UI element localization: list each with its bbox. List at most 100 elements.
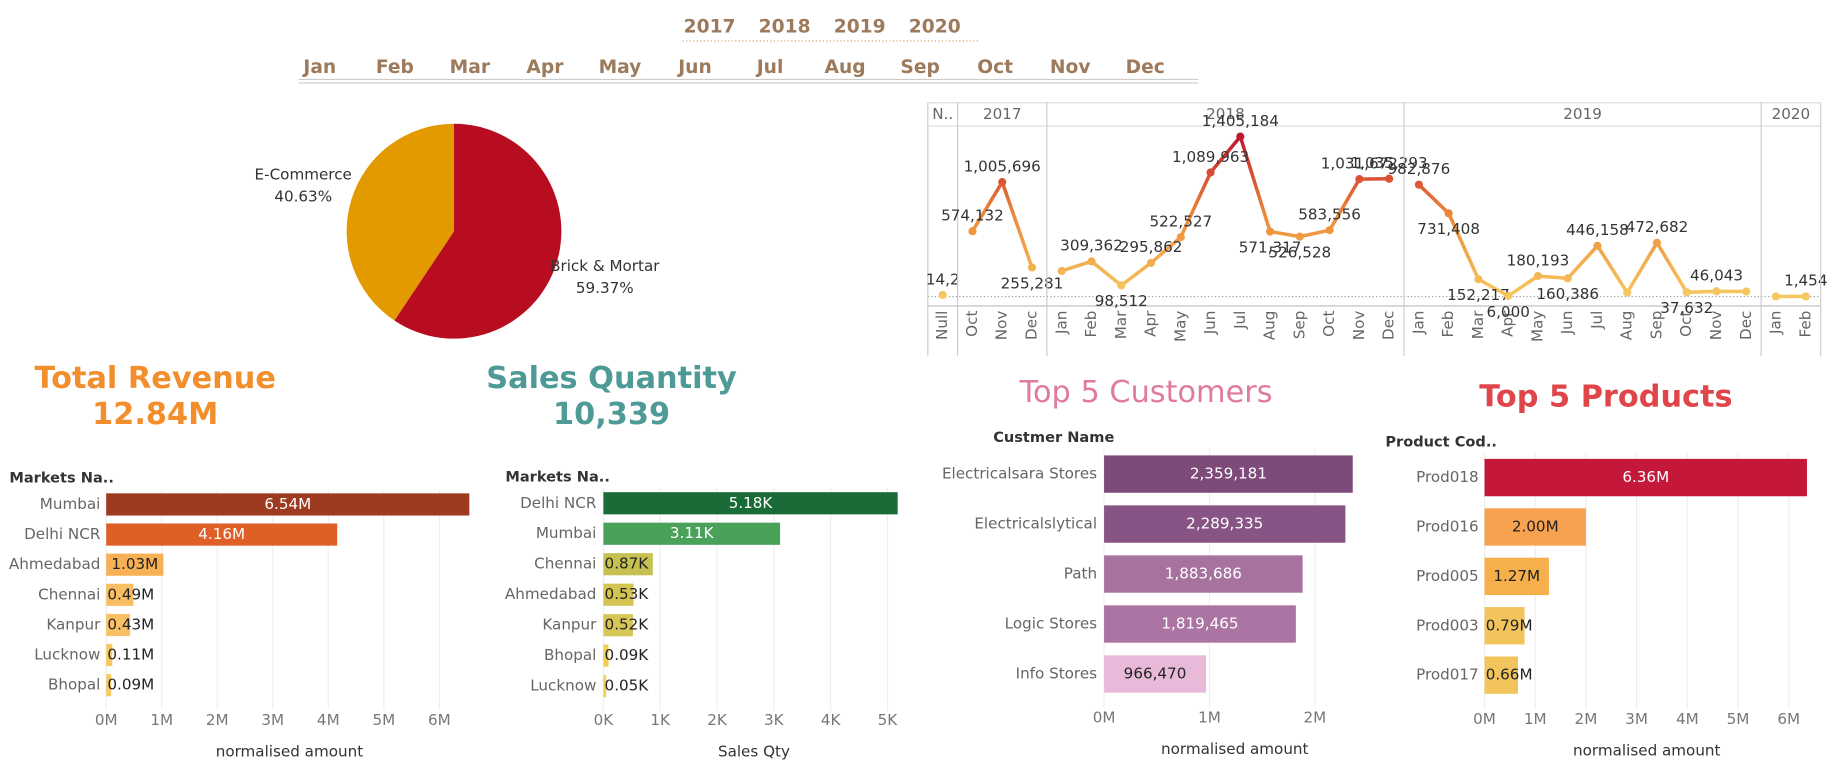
x-tick-label: 1M [1198, 709, 1221, 727]
x-tick-label: Dec [1380, 311, 1398, 340]
x-tick-label: Jun [1201, 311, 1219, 336]
bar [1104, 655, 1206, 693]
x-axis-title: Sales Qty [718, 742, 790, 760]
point [1266, 227, 1275, 236]
x-tick-label: 2M [206, 711, 229, 729]
data-label: 46,043 [1690, 267, 1743, 285]
x-tick-label: Feb [1082, 311, 1100, 338]
bar [106, 643, 113, 667]
data-label: 574,132 [941, 207, 1004, 225]
y-tick-label: Delhi NCR [520, 494, 597, 512]
x-tick-label: 1K [650, 711, 671, 729]
month-filter[interactable]: Dec [1126, 57, 1165, 78]
y-tick-label: Delhi NCR [24, 525, 101, 543]
data-label: 6.36M [1622, 468, 1669, 486]
pie-value-label: 40.63% [274, 188, 332, 206]
bar [106, 523, 338, 546]
x-tick-label: Null [933, 311, 951, 340]
x-tick-label: May [1528, 311, 1546, 342]
data-label: 0.05K [605, 677, 650, 695]
x-tick-label: 2K [707, 711, 728, 729]
month-filter[interactable]: Aug [825, 57, 866, 78]
x-tick-label: 0M [1093, 709, 1116, 727]
y-tick-label: Prod005 [1416, 567, 1479, 585]
x-tick-label: 5M [1727, 710, 1750, 728]
month-filter[interactable]: Oct [977, 57, 1013, 78]
month-filter[interactable]: Mar [450, 57, 491, 78]
x-tick-label: Jan [1409, 311, 1427, 335]
data-label: 446,158 [1566, 221, 1629, 239]
data-label: 37,632 [1660, 299, 1713, 317]
month-filter[interactable]: Sep [900, 57, 939, 78]
point [1533, 271, 1543, 281]
month-filter[interactable]: Feb [376, 57, 414, 78]
x-axis-title: normalised amount [1161, 740, 1308, 758]
x-axis-title: normalised amount [1573, 741, 1720, 759]
data-label: 731,408 [1417, 220, 1480, 238]
data-label: 2.00M [1512, 517, 1559, 535]
month-filter[interactable]: May [599, 57, 642, 78]
point [1801, 292, 1810, 301]
bar [1104, 505, 1346, 543]
year-filter[interactable]: 2018 [759, 16, 811, 37]
point [1652, 238, 1662, 247]
bar [106, 674, 112, 697]
data-label: 255,281 [1001, 274, 1064, 292]
y-tick-label: Electricalslytical [974, 515, 1097, 533]
x-tick-label: Feb [1796, 311, 1814, 338]
year-filter[interactable]: 2020 [909, 16, 961, 37]
point [1504, 291, 1513, 300]
month-filter[interactable]: Jan [301, 57, 336, 78]
data-label: 14,2 [926, 270, 960, 288]
bar [106, 553, 164, 576]
bar [603, 644, 609, 667]
month-filter[interactable]: Nov [1050, 57, 1091, 78]
line [970, 178, 1034, 269]
pie-slice [346, 123, 454, 321]
x-tick-label: 5K [878, 711, 899, 729]
data-label: 1,405,184 [1202, 112, 1279, 130]
kpi-value: 12.84M [92, 397, 218, 432]
x-tick-label: 1M [1524, 710, 1547, 728]
year-filter[interactable]: 2017 [684, 16, 736, 37]
data-label: 0.49M [107, 585, 154, 603]
x-tick-label: 6M [1777, 710, 1800, 728]
y-tick-label: Prod018 [1416, 468, 1479, 486]
year-filter[interactable]: 2019 [834, 16, 886, 37]
x-tick-label: Oct [1677, 311, 1695, 337]
data-label: 6,000 [1486, 303, 1529, 321]
bar [1484, 656, 1518, 694]
x-tick-label: 0M [95, 711, 118, 729]
y-tick-label: Kanpur [542, 616, 597, 634]
data-label: 1,883,686 [1165, 565, 1242, 583]
bar [106, 493, 470, 516]
x-tick-label: Nov [1707, 311, 1725, 341]
column-header: Product Cod.. [1385, 434, 1497, 451]
bar [603, 522, 781, 545]
data-label: 4.16M [198, 525, 245, 543]
x-tick-label: 2M [1575, 710, 1598, 728]
bar [1484, 557, 1549, 596]
y-tick-label: Lucknow [530, 677, 596, 695]
x-tick-label: 5M [372, 711, 395, 729]
y-tick-label: Chennai [38, 585, 100, 603]
x-tick-label: Apr [1142, 310, 1160, 337]
chart-title: Top 5 Products [1479, 380, 1732, 415]
point [998, 178, 1007, 187]
month-filter[interactable]: Apr [526, 57, 564, 78]
data-label: 6.54M [264, 495, 311, 513]
data-label: 0.52K [605, 616, 650, 634]
month-filter[interactable]: Jun [676, 57, 712, 78]
data-label: 1.27M [1493, 567, 1540, 585]
data-label: 2,289,335 [1186, 515, 1263, 533]
point [1623, 288, 1632, 297]
data-label: 160,386 [1536, 285, 1599, 303]
line [1417, 183, 1747, 298]
point [1027, 263, 1037, 272]
data-label: 1,089,963 [1172, 148, 1249, 166]
y-tick-label: Ahmedabad [9, 555, 100, 573]
bar [1104, 455, 1353, 493]
month-filter[interactable]: Jul [755, 57, 784, 78]
point [938, 290, 947, 300]
